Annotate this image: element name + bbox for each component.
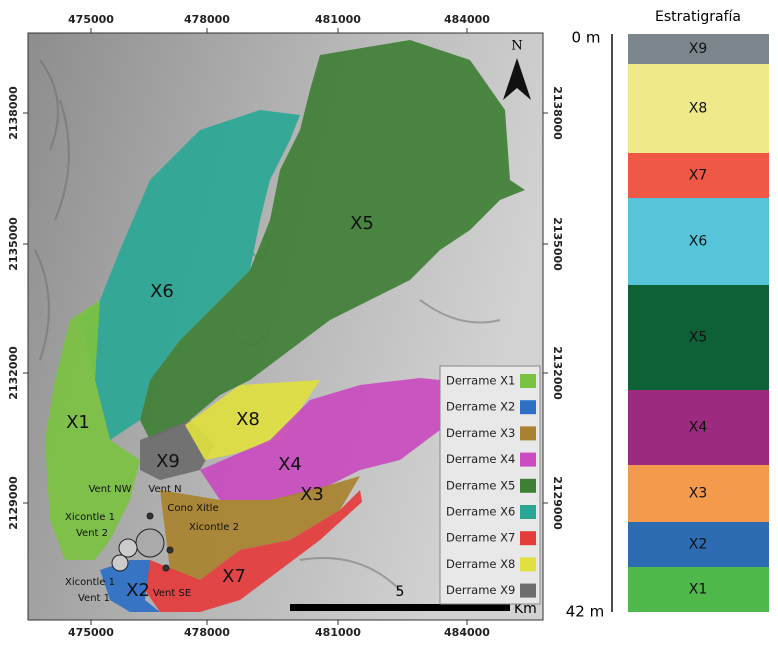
strat-unit xyxy=(628,465,769,522)
flow-label: X6 xyxy=(150,281,174,302)
y-tick-label: 2129000 xyxy=(7,476,20,530)
strat-unit xyxy=(628,522,769,567)
vents xyxy=(111,512,174,572)
strat-unit xyxy=(628,153,769,198)
vent-label: Xicontle 1 xyxy=(65,577,115,588)
legend-swatch xyxy=(520,531,536,546)
map-labels: X1 X2 X3 X4 X5 X6 X7 X8 X9 Vent NW Vent N Cono Xitl… xyxy=(65,213,374,604)
legend-swatch xyxy=(520,452,536,467)
strat-label: X1 xyxy=(689,582,708,598)
strat-label: X7 xyxy=(689,168,708,184)
vent-label: Vent N xyxy=(148,484,181,495)
lava-flow xyxy=(145,490,362,612)
strat-label: X6 xyxy=(689,234,708,250)
lava-flow xyxy=(140,40,525,440)
x-tick-label: 475000 xyxy=(68,626,114,639)
strat-unit xyxy=(628,285,769,390)
lava-flow xyxy=(160,476,360,580)
north-arrow xyxy=(503,58,531,100)
strat-unit xyxy=(628,34,769,64)
y-tick-label: 2138000 xyxy=(7,86,20,140)
x-tick-label: 481000 xyxy=(315,626,361,639)
x-tick-label: 478000 xyxy=(184,13,230,26)
y-tick-label: 2135000 xyxy=(7,217,20,271)
depth-bottom: 42 m xyxy=(566,603,604,621)
flow-label: X1 xyxy=(66,412,90,433)
vent-label: Cono Xitle xyxy=(167,503,218,514)
vent-label: Vent 2 xyxy=(76,528,108,539)
strat-unit xyxy=(628,198,769,285)
strat-label: X2 xyxy=(689,537,708,553)
lava-flow xyxy=(45,300,140,560)
legend-label: Derrame X4 xyxy=(446,452,515,466)
y-tick-label: 2129000 xyxy=(551,476,564,530)
stratigraphy: Estratigrafía 0 m 42 m X9 X8 X7 X6 X5 X4 X3 X2 X1 xyxy=(566,9,769,621)
vent-label: Vent 1 xyxy=(78,593,110,604)
legend-swatch xyxy=(520,557,536,572)
x-tick-label: 478000 xyxy=(184,626,230,639)
scale-label: 5 xyxy=(396,584,405,600)
vent-label: Xicontle 1 xyxy=(65,512,115,523)
legend-label: Derrame X2 xyxy=(446,400,515,414)
x-tick-label: 481000 xyxy=(315,13,361,26)
x-tick-label: 484000 xyxy=(444,626,490,639)
legend-swatch xyxy=(520,478,536,493)
strat-label: X4 xyxy=(689,420,708,436)
scale-unit: Km xyxy=(514,601,537,617)
flow-label: X4 xyxy=(278,454,302,475)
legend-swatch xyxy=(520,505,536,519)
y-tick-label: 2132000 xyxy=(7,346,20,400)
legend-label: Derrame X7 xyxy=(446,531,515,545)
legend-label: Derrame X8 xyxy=(446,557,515,571)
strat-label: X8 xyxy=(689,101,708,117)
lava-flow xyxy=(185,380,320,460)
north-label: N xyxy=(511,39,522,54)
flow-label: X5 xyxy=(350,213,374,234)
strat-label: X9 xyxy=(689,41,708,57)
strat-label: X3 xyxy=(689,486,708,502)
scale-bar xyxy=(290,604,510,611)
strat-unit xyxy=(628,390,769,465)
legend-label: Derrame X3 xyxy=(446,426,515,440)
y-tick-label: 2132000 xyxy=(551,346,564,400)
vent-label: Xicontle 2 xyxy=(189,522,239,533)
strat-unit xyxy=(628,64,769,153)
flow-label: X9 xyxy=(156,451,180,472)
y-tick-label: 2138000 xyxy=(551,86,564,140)
legend-swatch xyxy=(520,374,536,388)
flow-label: X3 xyxy=(300,484,324,505)
legend-label: Derrame X5 xyxy=(446,478,515,492)
strat-label: X5 xyxy=(689,330,708,346)
flow-label: X2 xyxy=(126,580,150,601)
legend-swatch xyxy=(520,400,536,415)
legend-swatch xyxy=(520,583,536,598)
legend-label: Derrame X9 xyxy=(446,583,515,597)
depth-top: 0 m xyxy=(572,29,601,47)
legend-label: Derrame X1 xyxy=(446,374,515,388)
flow-label: X8 xyxy=(236,409,260,430)
legend-label: Derrame X6 xyxy=(446,505,515,519)
flow-label: X7 xyxy=(222,566,246,587)
strat-title: Estratigrafía xyxy=(655,9,741,25)
legend-swatch xyxy=(520,426,536,441)
vent-label: Vent SE xyxy=(153,588,191,599)
x-tick-label: 475000 xyxy=(68,13,114,26)
lava-flows xyxy=(45,40,525,612)
lava-flow xyxy=(80,110,300,440)
y-tick-label: 2135000 xyxy=(551,217,564,271)
lava-flow xyxy=(100,560,160,612)
x-tick-label: 484000 xyxy=(444,13,490,26)
vent-label: Vent NW xyxy=(88,484,131,495)
lava-flow xyxy=(200,378,440,500)
strat-unit xyxy=(628,567,769,612)
